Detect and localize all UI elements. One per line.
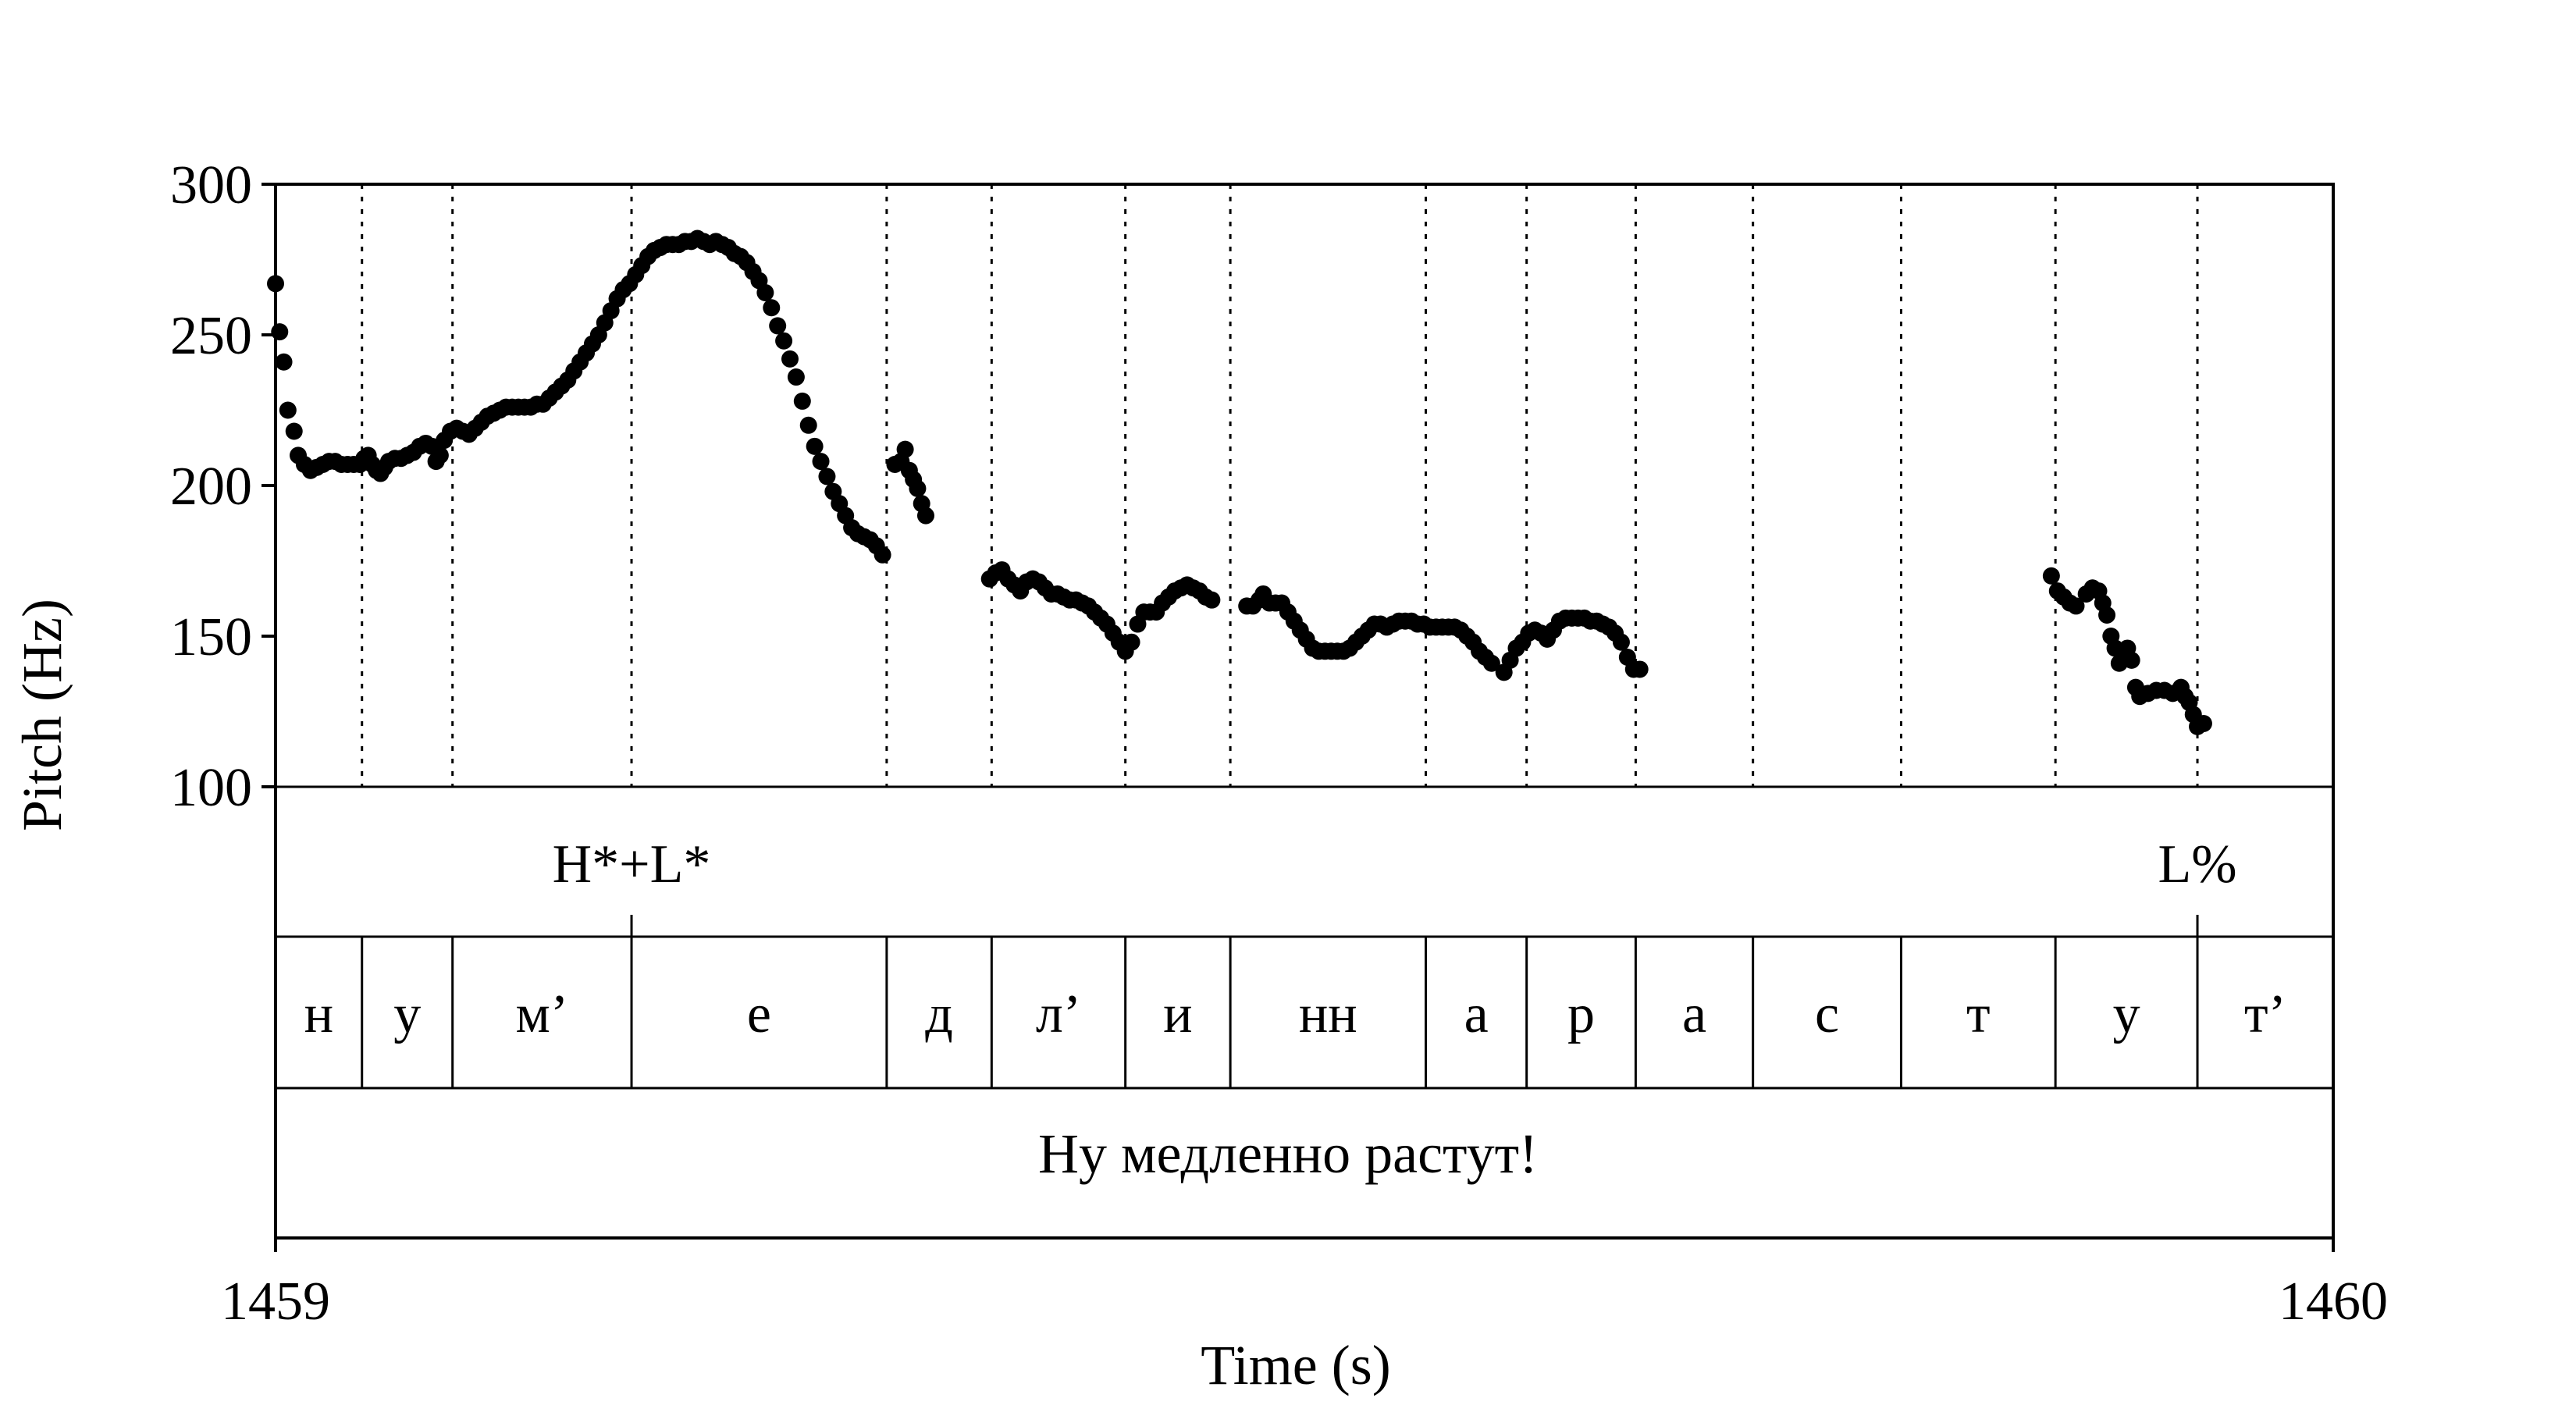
pitch-point	[756, 283, 774, 301]
pitch-point	[799, 416, 817, 434]
x-tick-label: 1460	[2279, 1272, 2388, 1332]
pitch-point	[267, 275, 284, 293]
pitch-point	[2194, 714, 2212, 732]
segment-label: м’	[516, 984, 569, 1044]
pitch-point	[812, 453, 830, 471]
axis-ticks: 100 150 200 250 300 1459 1460	[170, 155, 2388, 1332]
pitch-point	[873, 546, 891, 564]
pitch-point	[769, 317, 787, 335]
pitch-point	[896, 440, 914, 458]
y-tick-label: 300	[170, 155, 252, 215]
segment-label: а	[1682, 984, 1706, 1044]
pitch-point	[787, 368, 805, 386]
pitch-point	[279, 401, 297, 419]
pitch-point	[909, 479, 927, 497]
annotation-tiers: Ну медленно растут! H*+L* L%н у м’ е д л’ и нн а р…	[304, 834, 2286, 1185]
segment-label: н	[304, 984, 333, 1044]
y-tick-label: 200	[170, 457, 252, 517]
segment-label: д	[925, 984, 953, 1044]
y-tick-label: 250	[170, 306, 252, 366]
boundary-grid	[361, 184, 2199, 787]
pitch-point	[2042, 567, 2060, 585]
segment-label: р	[1567, 984, 1595, 1044]
segment-label: и	[1163, 984, 1192, 1044]
segment-label: л’	[1036, 984, 1081, 1044]
x-axis-label: Time (s)	[1201, 1334, 1390, 1396]
y-axis-label: Pitch (Hz)	[11, 599, 73, 831]
y-tick-label: 150	[170, 607, 252, 667]
tone-label: L%	[2158, 834, 2236, 895]
segment-label: т’	[2244, 984, 2286, 1044]
segment-label: с	[1815, 984, 1839, 1044]
x-tick-label: 1459	[221, 1272, 330, 1332]
segment-label: е	[747, 984, 771, 1044]
pitch-point	[916, 507, 934, 525]
pitch-point	[2067, 597, 2085, 615]
plot-frame	[274, 183, 2335, 1240]
pitch-point	[806, 437, 824, 455]
pitch-point	[285, 422, 303, 440]
pitch-point	[818, 468, 836, 486]
tone-label: H*+L*	[553, 834, 711, 895]
y-tick-label: 100	[170, 758, 252, 818]
pitch-point	[793, 392, 811, 410]
pitch-point	[1123, 633, 1140, 651]
pitch-point	[781, 350, 799, 368]
pitch-point	[2098, 606, 2116, 624]
pitch-point	[763, 299, 781, 317]
segment-label: у	[393, 984, 421, 1044]
pitch-point	[775, 332, 793, 350]
segment-label: нн	[1299, 984, 1357, 1044]
pitch-point	[271, 323, 289, 341]
utterance-label: Ну медленно растут!	[1038, 1122, 1538, 1185]
pitch-point	[1631, 660, 1649, 678]
pitch-point	[2122, 651, 2140, 669]
segment-label: у	[2113, 984, 2140, 1044]
segment-label: т	[1966, 984, 1991, 1044]
tier-frames	[274, 183, 2335, 1240]
pitch-point	[1612, 633, 1630, 651]
pitch-point	[431, 446, 449, 464]
pitch-point	[1203, 591, 1221, 609]
pitch-points	[267, 229, 2212, 735]
segment-label: а	[1464, 984, 1489, 1044]
pitch-point	[275, 353, 293, 371]
pitch-point	[1482, 654, 1500, 672]
